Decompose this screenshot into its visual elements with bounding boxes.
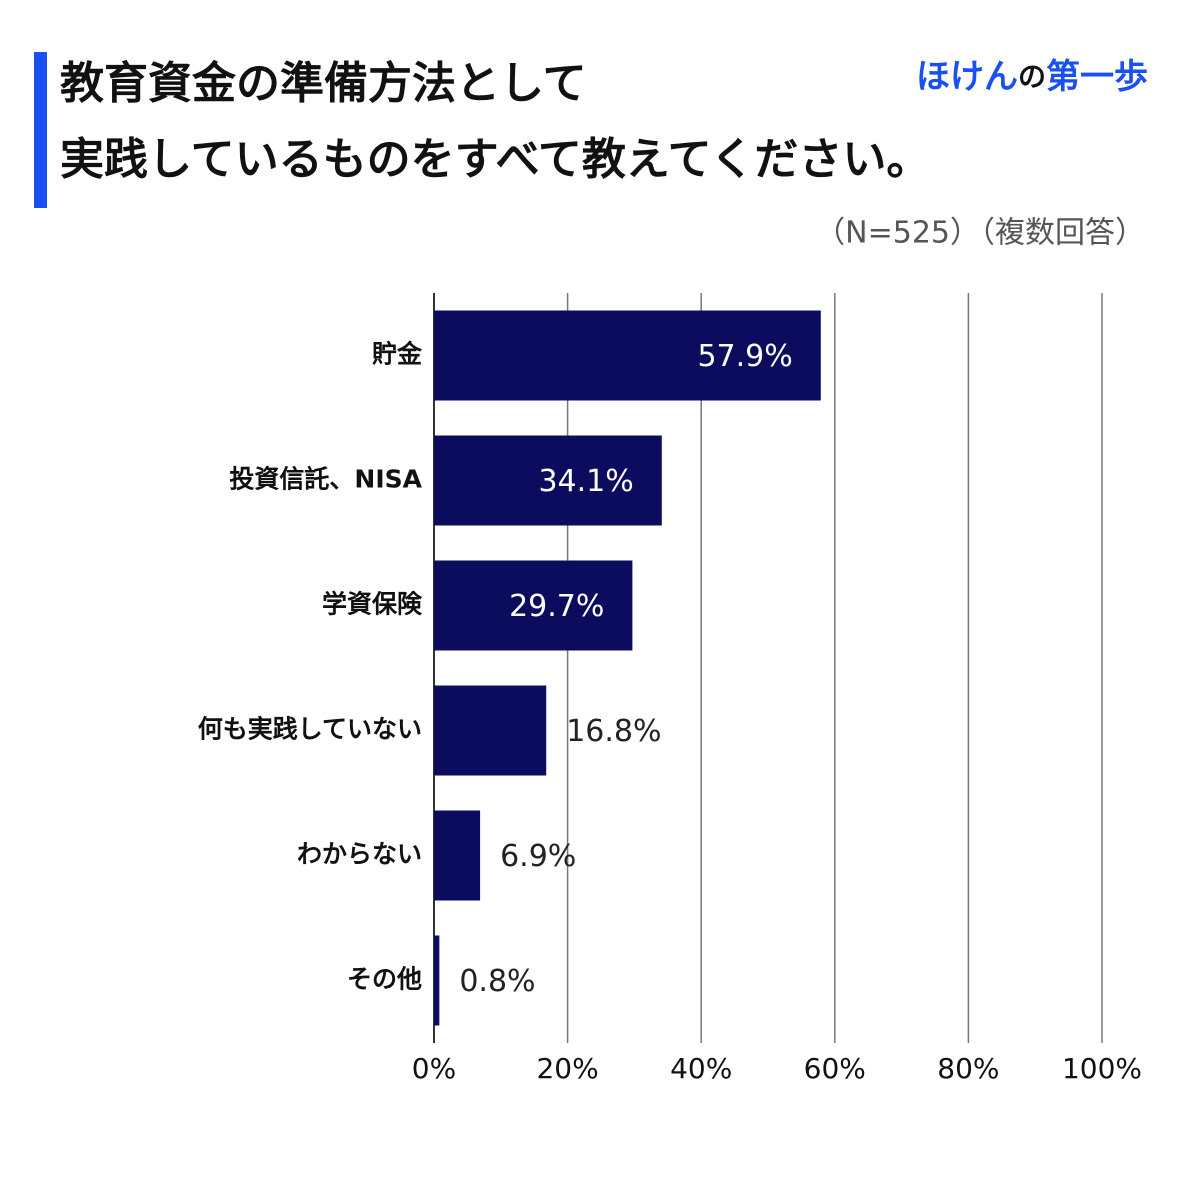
- bar: [434, 435, 662, 526]
- x-tick-label: 40%: [670, 1052, 732, 1085]
- subtitle: （N=525）（複数回答）: [815, 216, 1145, 251]
- y-tick-label: 貯金: [372, 340, 423, 369]
- value-label: 34.1%: [538, 464, 633, 499]
- bar: [434, 810, 481, 901]
- brand: ほけんの第一歩: [916, 57, 1148, 97]
- x-tick-label: 100%: [1062, 1052, 1142, 1085]
- chart-title: 教育資金の準備方法として: [60, 58, 587, 109]
- value-label: 6.9%: [500, 839, 576, 874]
- x-tick-label: 0%: [412, 1052, 456, 1085]
- title-accent: [34, 52, 47, 208]
- bar: [434, 685, 547, 776]
- brand-part: 第一歩: [1046, 57, 1148, 97]
- bar: [434, 310, 821, 401]
- y-tick-label: 学資保険: [322, 590, 423, 619]
- value-label: 29.7%: [509, 589, 604, 624]
- bar: [434, 560, 633, 651]
- brand-part: の: [1018, 60, 1046, 93]
- x-tick-label: 60%: [804, 1052, 866, 1085]
- y-tick-label: その他: [347, 965, 422, 994]
- y-tick-label: 投資信託、NISA: [229, 465, 422, 494]
- value-label: 0.8%: [459, 964, 535, 999]
- y-tick-label: わからない: [297, 840, 422, 869]
- value-label: 57.9%: [697, 339, 792, 374]
- value-label: 16.8%: [566, 714, 661, 749]
- y-tick-label: 何も実践していない: [198, 715, 422, 744]
- x-tick-label: 20%: [536, 1052, 598, 1085]
- x-tick-label: 80%: [937, 1052, 999, 1085]
- chart-title: 実践しているものをすべて教えてください。: [60, 134, 930, 185]
- brand-part: ほけん: [916, 57, 1018, 97]
- bar: [434, 935, 440, 1026]
